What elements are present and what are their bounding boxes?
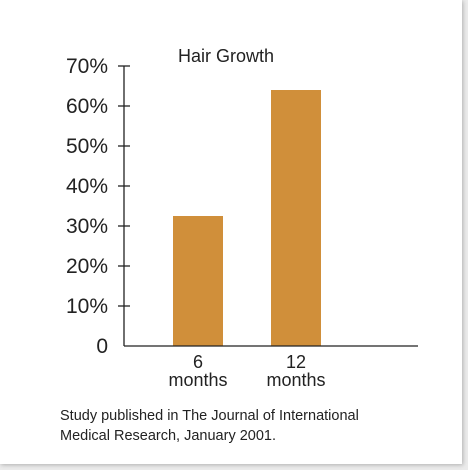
x-tick-label-1-line-1: months xyxy=(266,370,325,390)
x-tick-label-0-line-0: 6 xyxy=(193,352,203,372)
x-tick-label-1-line-0: 12 xyxy=(286,352,306,372)
y-tick-label-2: 20% xyxy=(66,255,108,278)
bar-0 xyxy=(173,216,223,346)
chart-card: 0 10% 20% 30% 40% 50% 60% 70% 6 months 12 months Ha… xyxy=(0,0,462,464)
y-tick-label-6: 60% xyxy=(66,95,108,118)
y-tick-label-5: 50% xyxy=(66,135,108,158)
y-tick-label-4: 40% xyxy=(66,175,108,198)
source-footnote: Study published in The Journal of Intern… xyxy=(60,406,450,446)
y-tick-label-3: 30% xyxy=(66,215,108,238)
bar-1 xyxy=(271,90,321,346)
chart-title: Hair Growth xyxy=(178,46,275,66)
footnote-line-1: Study published in The Journal of Intern… xyxy=(60,408,359,424)
y-tick-label-0: 0 xyxy=(96,335,108,358)
y-tick-label-7: 70% xyxy=(66,55,108,78)
footnote-line-2: Medical Research, January 2001. xyxy=(60,428,277,444)
y-tick-label-1: 10% xyxy=(66,295,108,318)
x-tick-label-0-line-1: months xyxy=(168,370,227,390)
